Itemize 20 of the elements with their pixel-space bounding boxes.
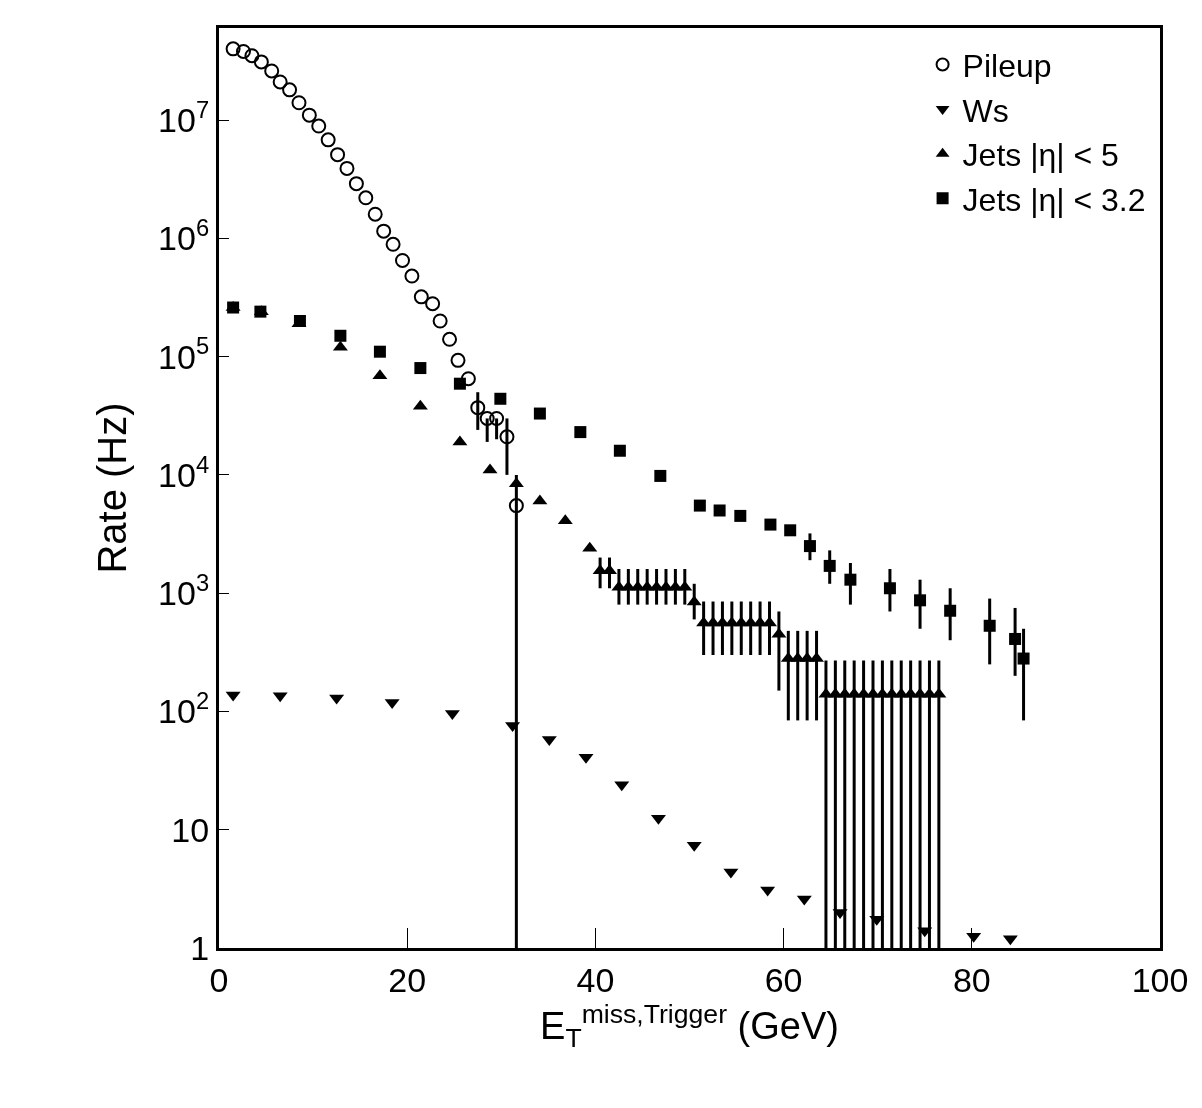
x-tick-label: 80 (952, 960, 991, 999)
y-tick-label: 10$^{6}$ (158, 213, 210, 258)
y-tick-label: 10$^{2}$ (158, 687, 210, 731)
y-tick-label: 10$^{3}$ (158, 568, 210, 613)
y-tick-label: 10$^{5}$ (158, 332, 210, 376)
y-tick-label: 10$^{7}$ (158, 95, 210, 139)
y-tick-label: 10$^{4}$ (158, 450, 210, 494)
legend-label: Jets |η| < 3.2 (962, 181, 1146, 218)
x-tick-label: 100 (1131, 960, 1189, 999)
x-tick-label: 0 (209, 960, 229, 999)
x-tick-label: 20 (388, 960, 427, 999)
x-tick-label: 40 (576, 960, 615, 999)
y-tick-label: 1 (190, 928, 210, 967)
legend-label: Pileup (962, 47, 1052, 84)
y-axis-title: Rate (Hz) (89, 402, 134, 574)
x-axis-title: E$_{T}$$^{miss,Trigger}$ (GeV) (540, 998, 839, 1053)
legend-label: Jets |η| < 5 (962, 137, 1119, 174)
x-tick-label: 60 (764, 960, 803, 999)
y-tick-label: 10 (171, 810, 210, 849)
legend-label: Ws (962, 92, 1009, 129)
